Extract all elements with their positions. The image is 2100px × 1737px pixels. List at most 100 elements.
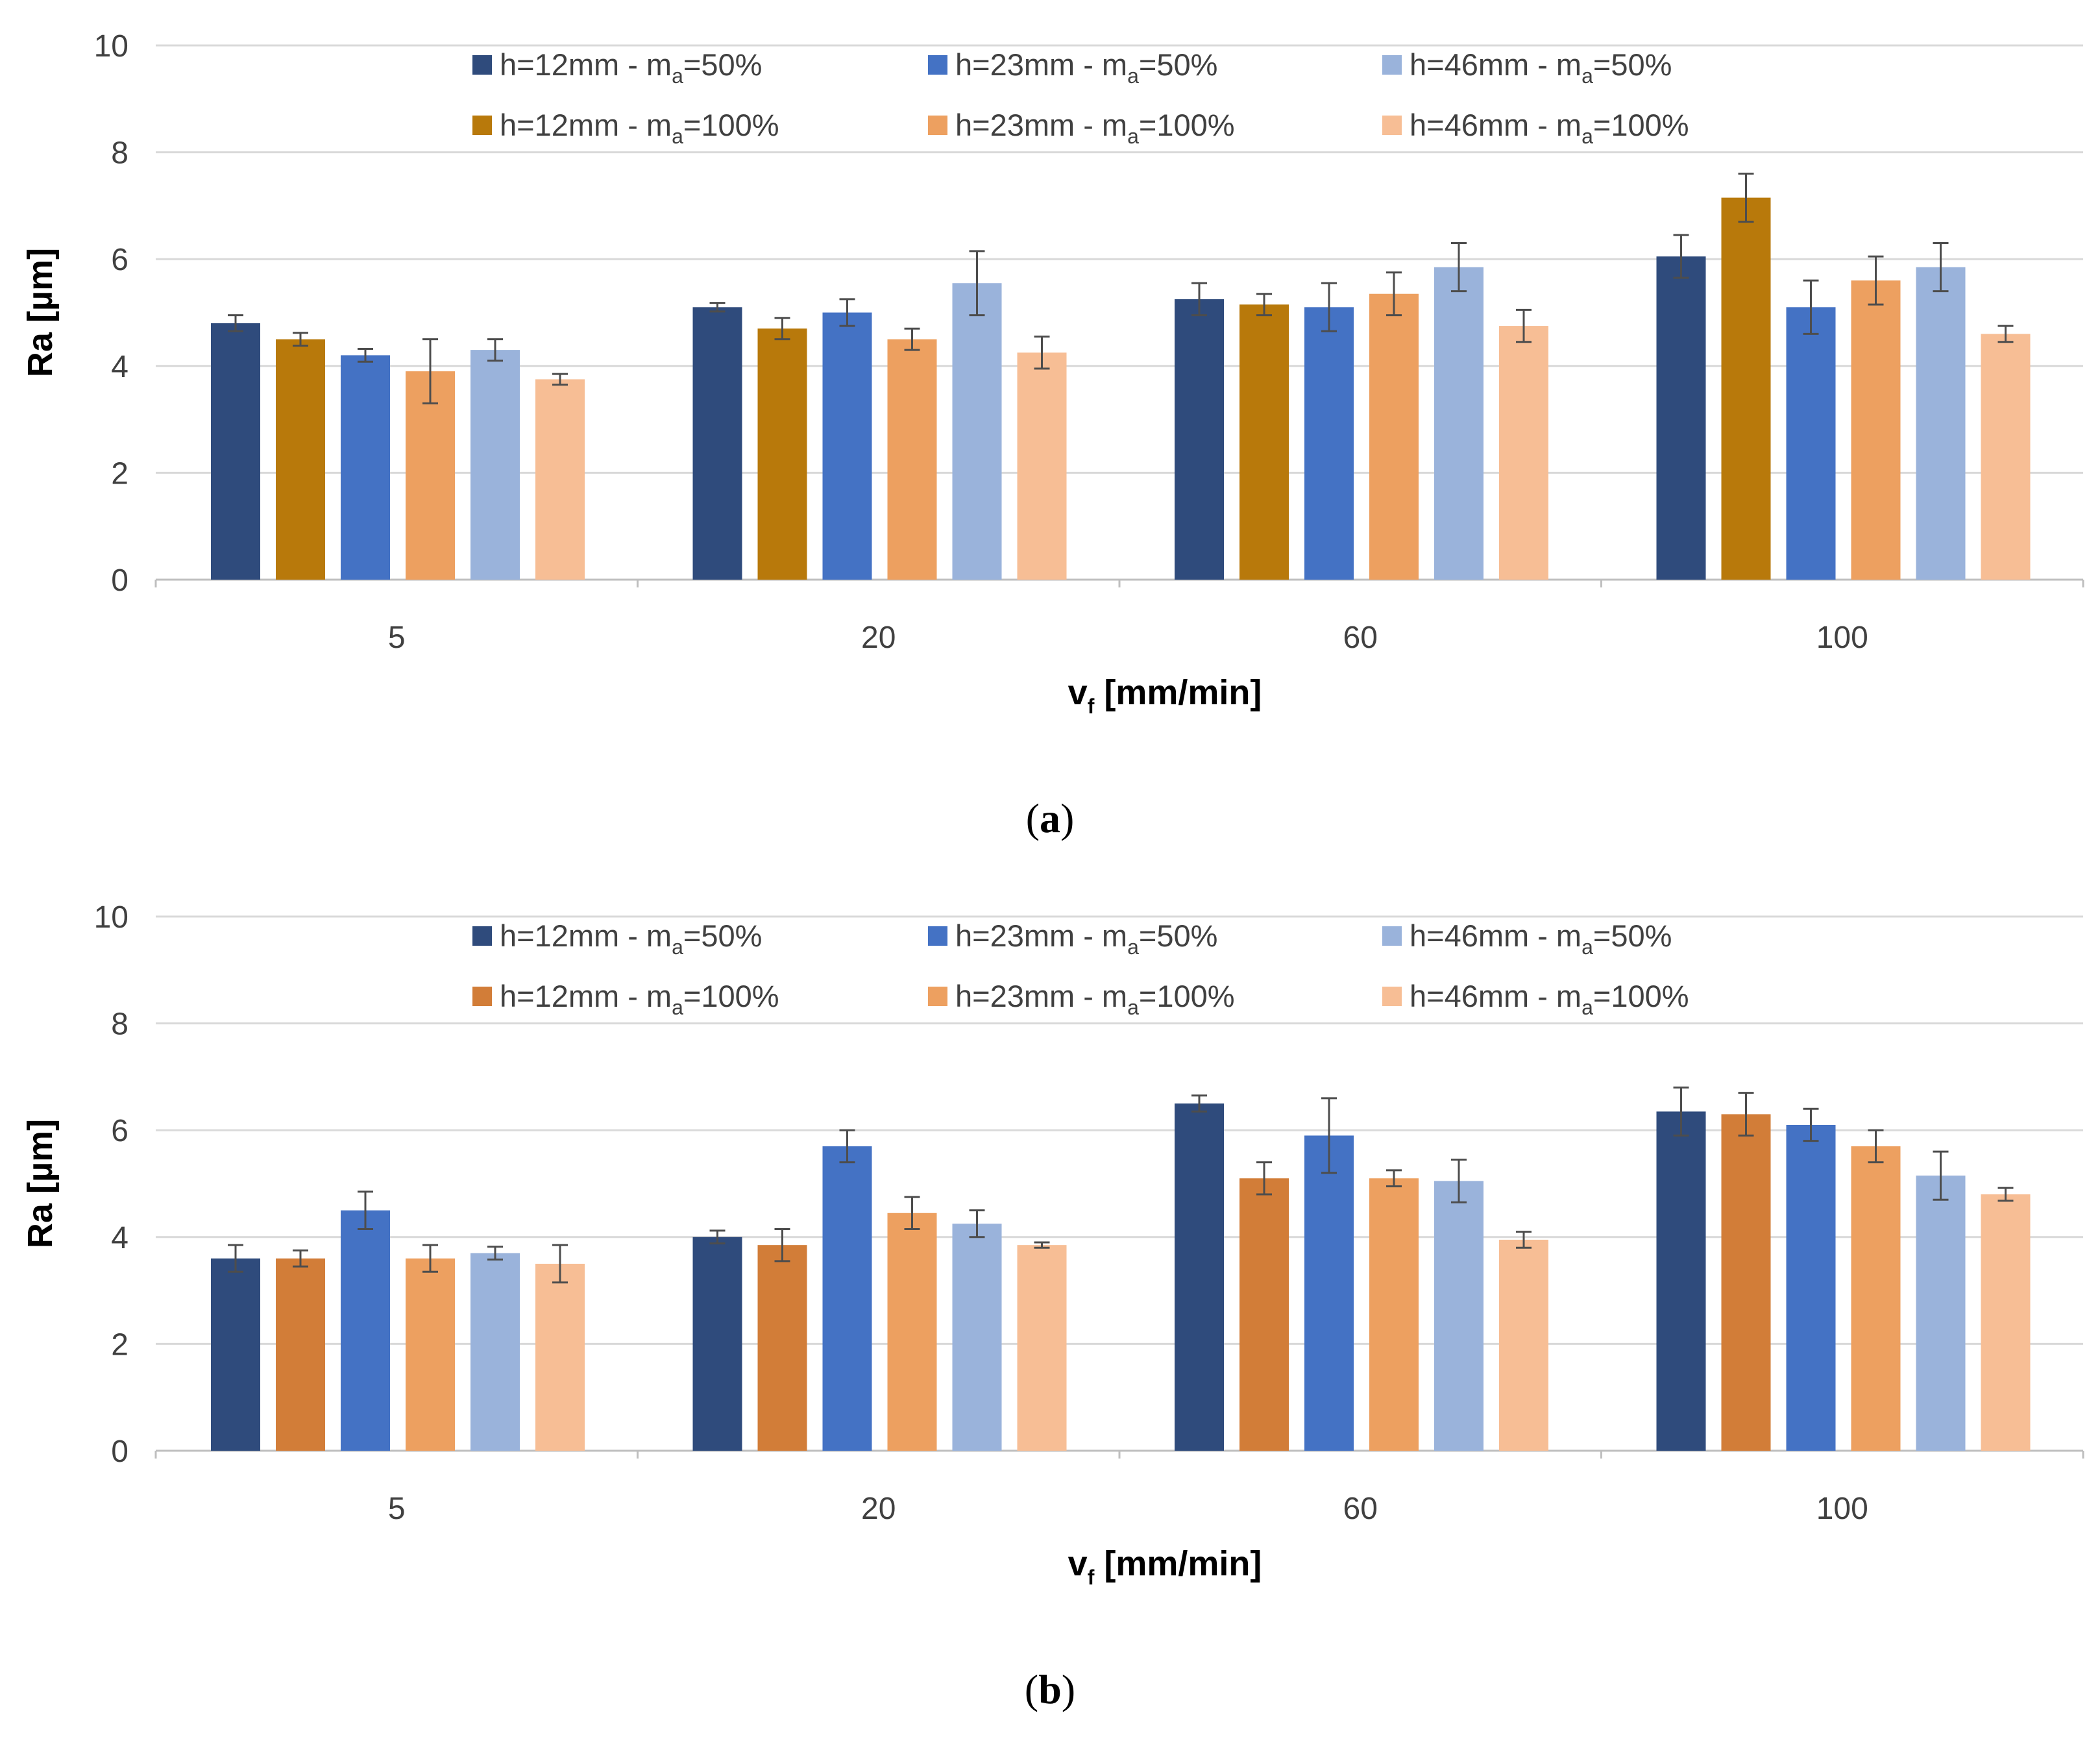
legend-label: h=46mm - ma=100% [1410,979,1689,1019]
error-bar [1321,1097,1337,1174]
error-bar [1191,282,1207,317]
bar [1721,1114,1771,1451]
error-bar [1868,1129,1884,1164]
legend-swatch [472,116,492,135]
error-bar [1803,1107,1819,1142]
bar [822,1146,872,1451]
y-tick-label: 6 [111,243,128,277]
bar [952,1224,1002,1451]
legend-label: h=23mm - ma=100% [955,979,1235,1019]
error-bar [1673,1086,1689,1137]
y-tick-label: 4 [111,350,128,384]
bar [757,328,807,580]
bar [470,1253,520,1451]
error-bar [228,314,243,332]
error-bar [774,317,790,341]
legend-label: h=12mm - ma=50% [500,918,762,959]
legend-label: h=46mm - ma=50% [1410,47,1672,88]
bar [276,1258,325,1451]
error-bar [1933,242,1949,293]
error-bar [1451,1158,1467,1203]
error-bar [709,302,726,313]
bar [1304,307,1354,580]
error-bar [552,1244,568,1284]
bar [211,1258,260,1451]
y-tick-label: 0 [111,1435,128,1469]
legend-label: h=12mm - ma=50% [500,47,762,88]
error-bar [1321,282,1337,332]
legend-label: h=23mm - ma=50% [955,47,1217,88]
error-bar [839,1129,855,1164]
bar [1851,280,1901,580]
bar [692,307,742,580]
bar [1786,307,1836,580]
error-bar [1256,293,1272,317]
legend-label: h=12mm - ma=100% [500,108,779,148]
legend-swatch [928,926,947,946]
bar [757,1245,807,1451]
y-tick-label: 8 [111,136,128,171]
bar [692,1237,742,1451]
bar [535,1263,585,1451]
bar [1239,1178,1289,1451]
bar [1175,1103,1224,1451]
bar [1721,197,1771,580]
error-bar [422,338,438,404]
panel-b: 0 2 4 6 8 10 5 20 60 100 vf [mm/min] Ra [µm] h=12mm … [21,900,2084,1712]
bar [1916,1176,1966,1451]
error-bar [293,1249,308,1268]
panel-caption: (a) [1026,795,1075,841]
error-bar [552,373,568,386]
bar [1499,326,1548,580]
y-tick-label: 6 [111,1114,128,1148]
legend-swatch [1382,55,1402,75]
error-bar [1868,255,1884,306]
bar [1369,293,1419,580]
error-bar [1673,234,1689,279]
error-bar [1451,242,1467,293]
error-bar [487,338,503,362]
legend-swatch [928,987,947,1006]
y-tick-label: 2 [111,456,128,491]
bar [1656,1111,1706,1451]
y-axis-title: Ra [µm] [21,248,60,377]
error-bar [709,1229,726,1245]
bar [1239,304,1289,580]
error-bar [1516,1231,1532,1249]
error-bar [1191,1094,1207,1113]
error-bar [1256,1161,1272,1196]
x-axis-title: vf [mm/min] [1068,673,1262,718]
legend-label: h=23mm - ma=50% [955,918,1217,959]
legend-label: h=46mm - ma=50% [1410,918,1672,959]
x-tick-label: 60 [1343,621,1378,655]
bar [1786,1124,1836,1451]
bar [470,350,520,580]
bar [887,1213,937,1451]
legend-swatch [1382,926,1402,946]
legend-swatch [472,987,492,1006]
bar [952,283,1002,580]
bar [406,1258,455,1451]
bar [1499,1239,1548,1451]
x-tick-label: 5 [388,1492,406,1526]
legend-label: h=46mm - ma=100% [1410,108,1689,148]
error-bar [1997,1187,2014,1202]
y-tick-label: 2 [111,1327,128,1362]
error-bar [293,332,308,347]
error-bar [969,1209,985,1238]
error-bar [487,1246,503,1261]
y-tick-label: 0 [111,563,128,598]
y-tick-label: 4 [111,1221,128,1255]
bar [276,339,325,580]
error-bar [228,1244,243,1273]
legend-swatch [928,116,947,135]
bar [1851,1146,1901,1451]
error-bar [1386,271,1402,317]
error-bar [358,347,373,363]
error-bar [839,298,855,327]
y-tick-label: 8 [111,1007,128,1042]
error-bar [1386,1169,1402,1188]
x-axis-title: vf [mm/min] [1068,1544,1262,1589]
legend-label: h=23mm - ma=100% [955,108,1235,148]
